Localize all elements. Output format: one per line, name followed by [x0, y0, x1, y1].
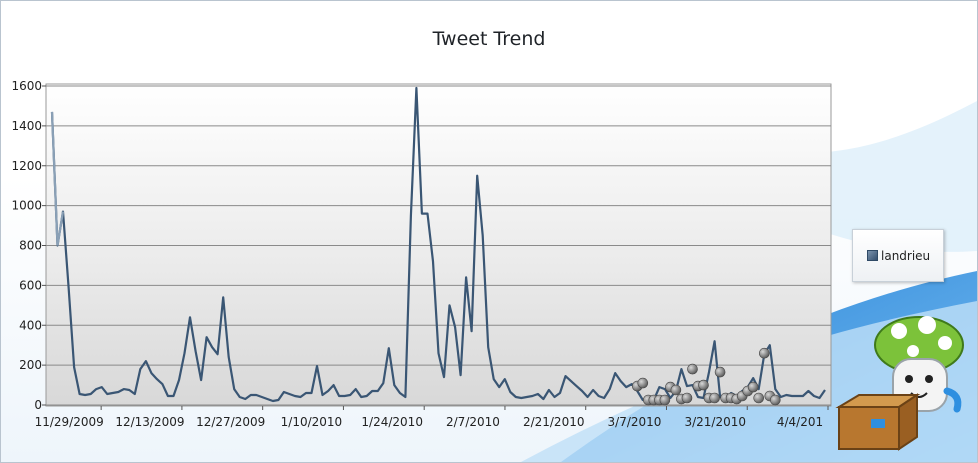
x-tick-label: 2/7/2010 [446, 415, 500, 429]
data-point [714, 366, 726, 378]
data-point [709, 392, 720, 404]
x-tick-label: 11/29/2009 [35, 415, 104, 429]
y-tick-label: 1200 [11, 159, 42, 173]
y-tick-label: 1600 [11, 79, 42, 93]
x-tick-label: 12/13/2009 [115, 415, 184, 429]
x-tick-label: 12/27/2009 [196, 415, 265, 429]
data-point [753, 392, 765, 404]
series-swatch-icon [867, 250, 878, 261]
chart-title: Tweet Trend [432, 28, 546, 50]
data-point [747, 381, 759, 393]
data-point [637, 377, 649, 389]
x-tick-label: 1/24/2010 [361, 415, 423, 429]
y-tick-label: 400 [19, 318, 42, 332]
legend-label-landrieu: landrieu [881, 248, 931, 263]
data-point [758, 347, 770, 359]
data-point [659, 394, 671, 406]
legend: landrieu [852, 229, 944, 282]
x-tick-label: 1/10/2010 [281, 415, 343, 429]
x-tick-label: 2/21/2010 [523, 415, 585, 429]
y-tick-label: 0 [34, 398, 42, 412]
y-tick-label: 1000 [11, 199, 42, 213]
y-tick-label: 600 [19, 278, 42, 292]
series-landrieu [50, 86, 826, 403]
series-line-start-segment [50, 111, 65, 246]
data-point [698, 379, 709, 391]
y-axis: 0 200 400 600 800 1000 1200 1400 1600 [11, 79, 46, 412]
x-tick-label: 4/4/201 [777, 415, 823, 429]
gridlines [46, 85, 831, 406]
y-tick-label: 1400 [11, 119, 42, 133]
mushroom-with-box-mascot-icon [835, 316, 964, 451]
data-point [687, 363, 698, 375]
y-tick-label: 800 [19, 239, 42, 253]
data-point [670, 384, 682, 396]
scatter-points [631, 347, 781, 406]
x-tick-label: 3/21/2010 [684, 415, 746, 429]
series-line-landrieu [50, 86, 826, 403]
x-axis: 11/29/2009 12/13/2009 12/27/2009 1/10/2010 1… [35, 406, 829, 429]
y-tick-label: 200 [19, 358, 42, 372]
x-tick-label: 3/7/2010 [608, 415, 662, 429]
data-point [769, 394, 781, 406]
data-point [681, 392, 693, 404]
